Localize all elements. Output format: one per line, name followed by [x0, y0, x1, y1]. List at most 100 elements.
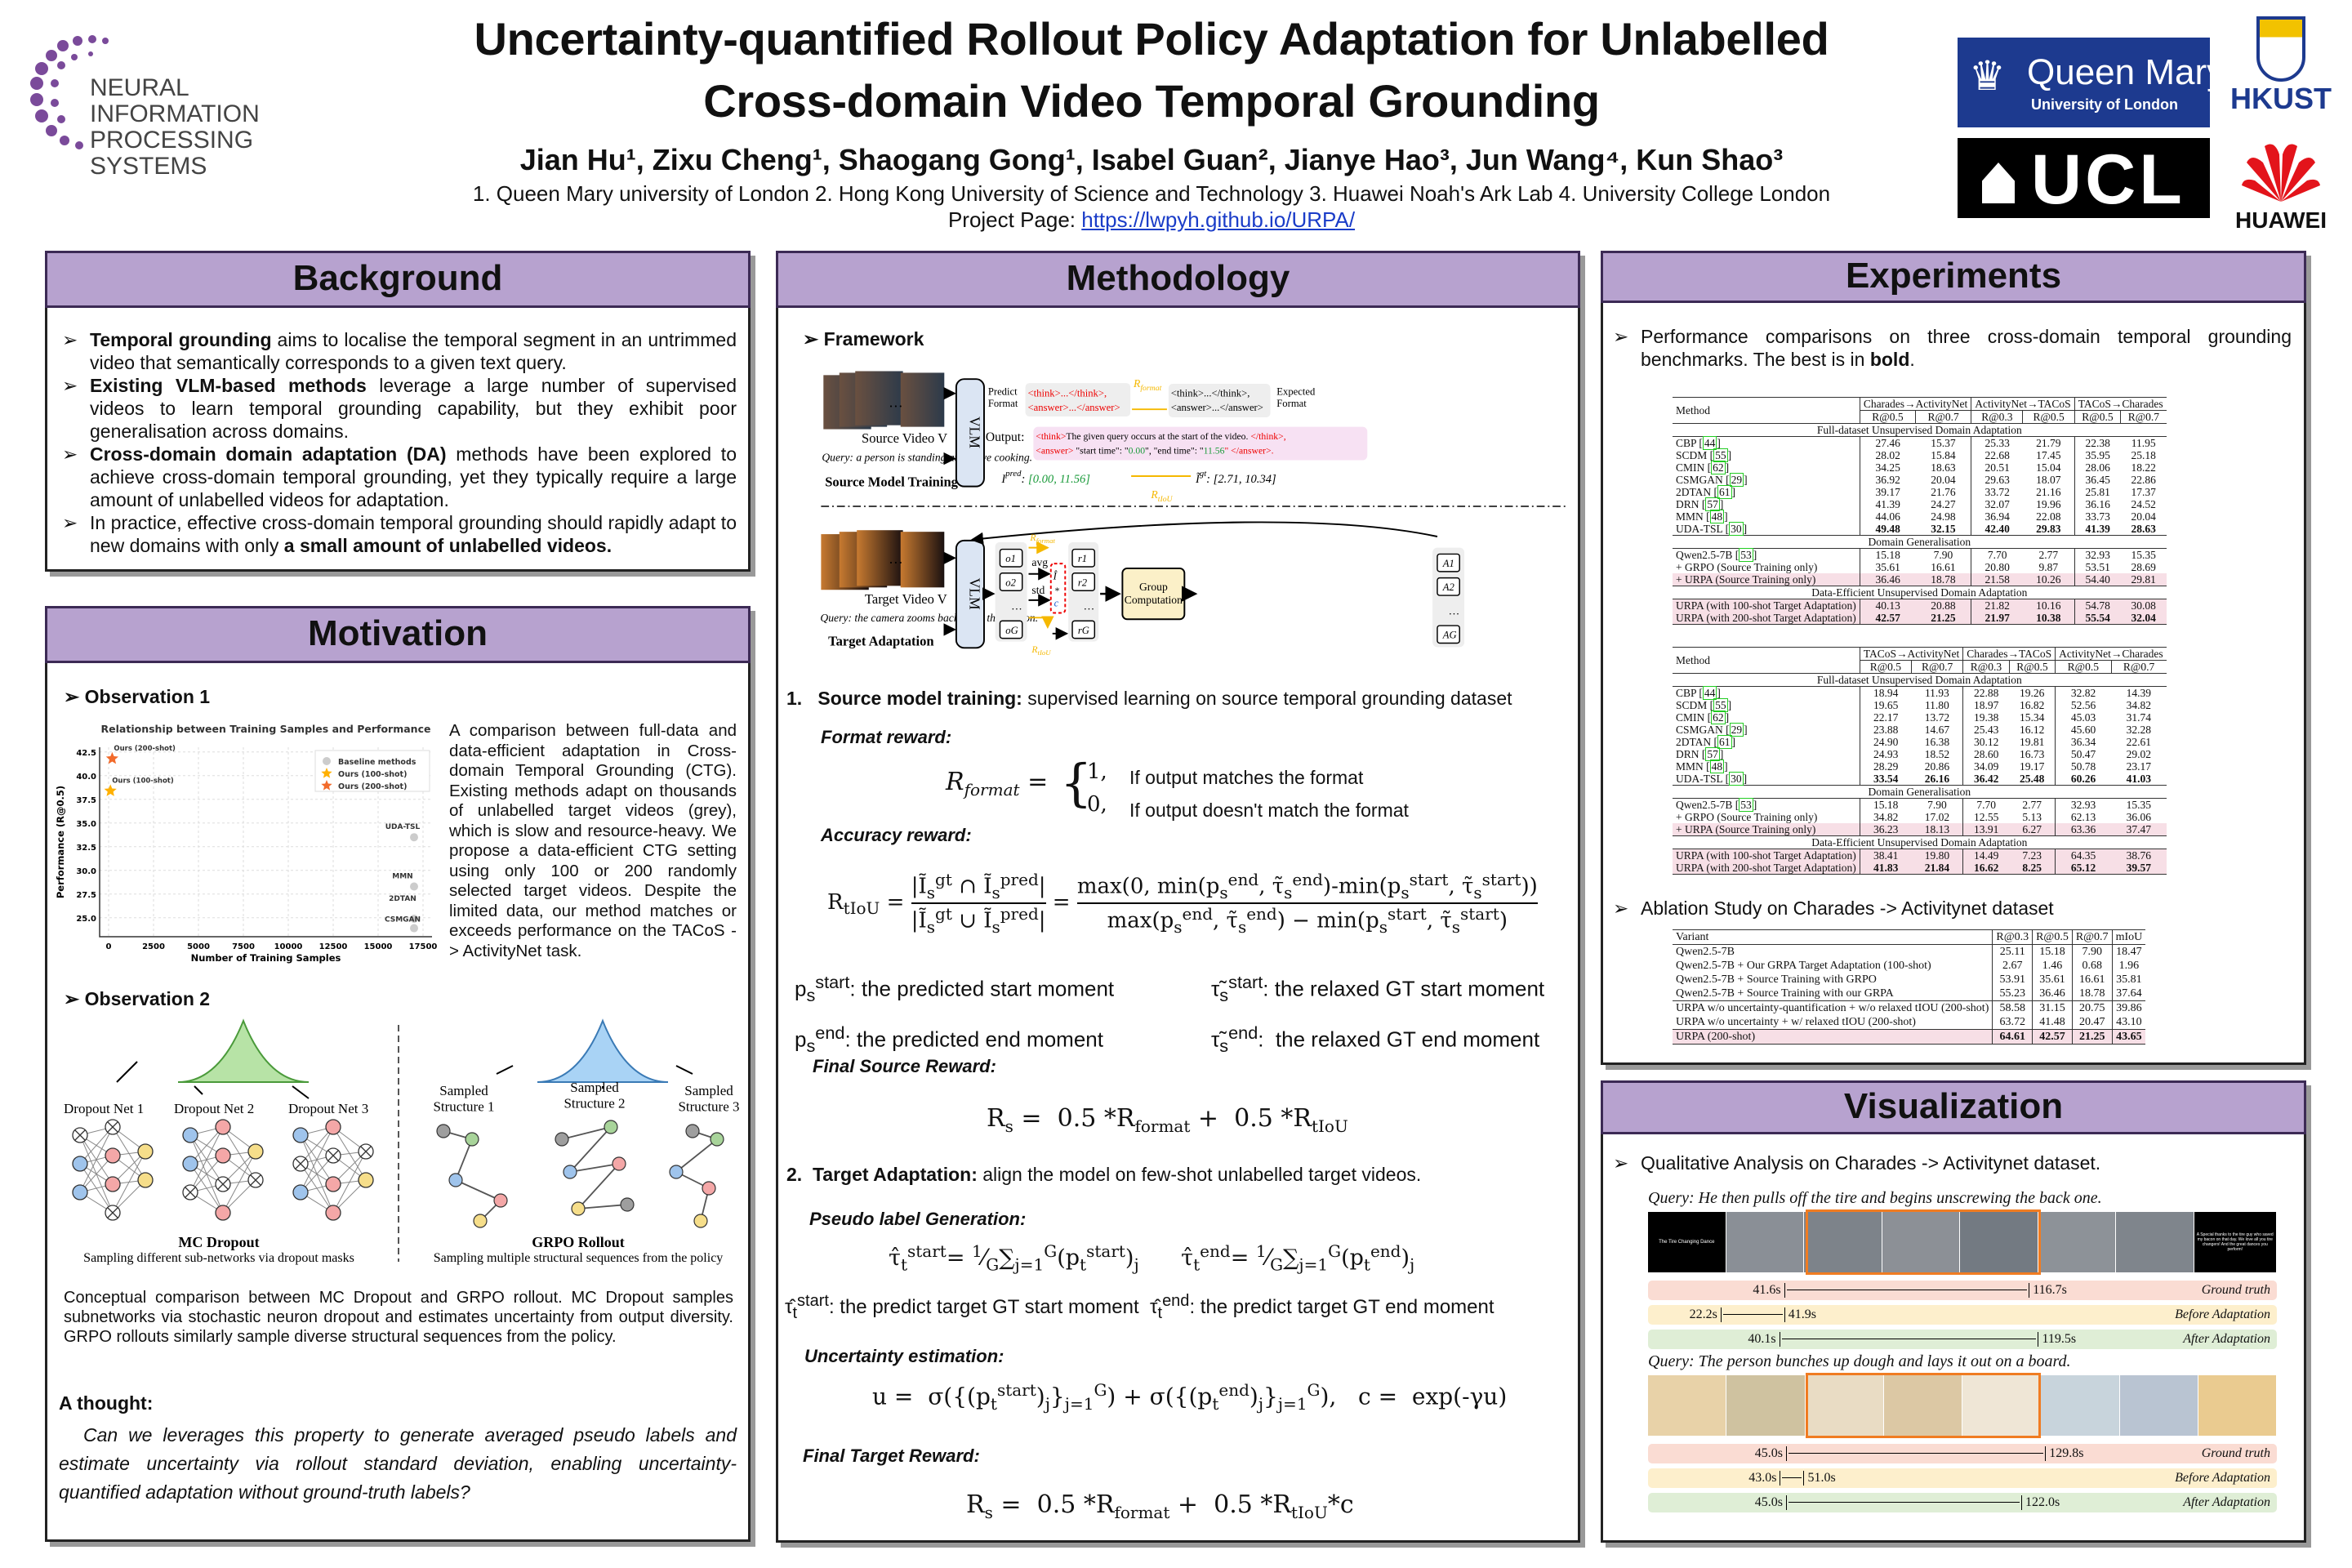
- start-time: 40.1s: [1748, 1332, 1776, 1346]
- value-cell: 15.18: [2032, 944, 2073, 959]
- value-cell: 23.17: [2126, 760, 2151, 773]
- value-cell: 25.81: [2074, 486, 2121, 498]
- section-header: Domain Generalisation: [1673, 785, 2167, 799]
- qm-name: Queen Mary: [2027, 52, 2225, 92]
- svg-text:…: …: [889, 550, 903, 567]
- value-cell: 21.16: [2036, 486, 2061, 498]
- bar-label: After Adaptation: [2183, 1495, 2270, 1509]
- y-axis-label: Performance (R@0.5): [55, 786, 66, 898]
- value-cell: 36.94: [1971, 510, 2023, 523]
- value-cell: 18.07: [2036, 474, 2061, 486]
- table-row: URPA w/o uncertainty-quantification + w/…: [1673, 1000, 2146, 1015]
- affiliations: 1. Queen Mary university of London 2. Ho…: [472, 181, 1831, 206]
- interval-arrow: [1785, 1446, 2047, 1461]
- svg-text:<answer>...</answer>: <answer>...</answer>: [1028, 402, 1120, 413]
- svg-text:Sampling multiple structural s: Sampling multiple structural sequences f…: [434, 1251, 724, 1265]
- table-row: 2DTAN [61] 24.90 16.38 30.12 19.81 36.34 22.61: [1673, 735, 2167, 749]
- method-cell: URPA (with 200-shot Target Adaptation): [1673, 612, 1860, 625]
- structure-node: [436, 1124, 451, 1138]
- section-header: Full-dataset Unsupervised Domain Adaptat…: [1673, 673, 2167, 687]
- chart-title: Relationship between Training Samples an…: [101, 723, 431, 735]
- table-row: + GRPO (Source Training only) 34.82 17.02 1…: [1673, 811, 2167, 823]
- svg-text:VLM: VLM: [966, 578, 982, 610]
- value-cell: 42.57: [1859, 612, 1916, 625]
- interval-arrow: [1720, 1307, 1785, 1322]
- accuracy-reward-heading: Accuracy reward:: [821, 825, 972, 845]
- structure-node: [685, 1124, 700, 1138]
- method-cell: + GRPO (Source Training only): [1676, 811, 1818, 823]
- value-cell: 15.18: [1859, 798, 1912, 811]
- legend-marker: [321, 768, 332, 778]
- table-row: CMIN [62] 22.17 13.72 19.38 15.34 45.03 31.74: [1673, 710, 2167, 724]
- table-row: DRN [57] 41.39 24.27 32.07 19.96 36.16 24.52: [1673, 497, 2167, 511]
- value-cell: 20.51: [1971, 461, 2023, 474]
- value-cell: 25.48: [2019, 773, 2045, 785]
- queen-mary-logo: ♛ Queen Mary University of London: [1958, 38, 2225, 127]
- value-cell: 33.54: [1859, 773, 1912, 786]
- svg-text:RtIoU: RtIoU: [1031, 644, 1051, 657]
- value-cell: 62.13: [2055, 811, 2111, 823]
- value-cell: 19.65: [1859, 699, 1912, 711]
- value-cell: 15.35: [2131, 549, 2156, 561]
- point-label: 2DTAN: [389, 895, 416, 903]
- x-tick-label: 2500: [142, 942, 165, 951]
- neurips-line2: PROCESSING SYSTEMS: [90, 127, 254, 180]
- dropout-net-label: Dropout Net 1: [64, 1101, 144, 1116]
- ablation-header: R@0.7: [2071, 929, 2113, 945]
- svg-text:r1: r1: [1078, 553, 1087, 564]
- prediction-definitions: psstart: the predicted start moment psen…: [795, 972, 1115, 1056]
- table-row: URPA (with 100-shot Target Adaptation) 40…: [1673, 599, 2167, 612]
- svg-text:GRPO Rollout: GRPO Rollout: [532, 1234, 625, 1250]
- observation-2-caption: Conceptual comparison between MC Dropout…: [64, 1289, 733, 1346]
- experiments-bullet: Performance comparisons on three cross-d…: [1610, 325, 2292, 371]
- value-cell: 19.26: [2019, 687, 2045, 699]
- value-cell: 20.86: [1924, 760, 1950, 773]
- end-time: 119.5s: [2042, 1332, 2077, 1346]
- predict-format-label: Predict Format: [988, 386, 1018, 410]
- variant-cell: URPA w/o uncertainty + w/ relaxed tIOU (…: [1676, 1016, 1916, 1028]
- table-row: URPA (200-shot) 64.61 42.57 21.25 43.65: [1673, 1029, 2146, 1045]
- value-cell: 41.39: [2074, 523, 2121, 536]
- method-cell: CMIN [62]: [1676, 461, 1730, 474]
- crown-icon: ♛: [1969, 53, 2006, 99]
- svg-text:oG: oG: [1005, 625, 1018, 636]
- value-cell: 36.42: [1962, 773, 2010, 786]
- bar-label: After Adaptation: [2183, 1332, 2270, 1346]
- source-video-label: Source Video V: [862, 430, 947, 446]
- value-cell: 21.76: [1931, 486, 1956, 498]
- project-link[interactable]: https://lwpyh.github.io/URPA/: [1081, 207, 1356, 232]
- title-line2: Cross-domain Video Temporal Grounding: [703, 75, 1600, 127]
- sampled-structure-label: Sampled Structure 1: [433, 1083, 494, 1115]
- format-case-texts: If output matches the format If output do…: [1129, 767, 1409, 821]
- value-cell: 24.52: [2131, 498, 2156, 510]
- qm-sub: University of London: [2031, 96, 2178, 113]
- video-frame: [2038, 1212, 2116, 1272]
- experiments-panel: Experiments Performance comparisons on t…: [1601, 251, 2306, 1065]
- timeline-bar: 41.6s 116.7s Ground truth: [1648, 1281, 2277, 1300]
- motivation-panel: Motivation Observation 1 Relationship be…: [45, 606, 751, 1542]
- metric-header: R@0.5: [2055, 660, 2111, 674]
- value-cell: 9.87: [2038, 561, 2059, 573]
- value-cell: 10.16: [2022, 599, 2075, 612]
- legend-label: Ours (200-shot): [338, 782, 407, 791]
- neuron: [72, 1156, 88, 1172]
- table-row: Qwen2.5-7B [53] 15.18 7.90 7.70 2.77 32.93 15.…: [1673, 548, 2167, 562]
- neurips-dots-icon: [30, 35, 109, 149]
- scatter-chart: Relationship between Training Samples an…: [55, 723, 437, 964]
- visualization-header: Visualization: [1601, 1080, 2306, 1134]
- value-cell: 29.81: [2120, 573, 2167, 586]
- value-cell: 30.08: [2120, 599, 2167, 612]
- timeline-bar: 45.0s 129.8s Ground truth: [1648, 1444, 2277, 1463]
- method-cell: URPA (with 100-shot Target Adaptation): [1673, 599, 1860, 612]
- value-cell: 29.63: [1971, 474, 2023, 486]
- background-item: In practice, effective cross-domain temp…: [59, 511, 737, 557]
- value-cell: 15.37: [1931, 437, 1956, 449]
- svg-text:MC Dropout: MC Dropout: [178, 1234, 259, 1250]
- svg-text:std: std: [1031, 584, 1045, 596]
- metric-header: R@0.7: [1911, 660, 1963, 674]
- dropout-net-label: Dropout Net 3: [288, 1101, 368, 1116]
- svg-text:<think>...</think>,: <think>...</think>,: [1171, 388, 1250, 399]
- svg-text:Rformat: Rformat: [1029, 532, 1055, 545]
- group-header: TACoS→ActivityNet: [1859, 647, 1963, 661]
- mc-dropout-vs-grpo-diagram: Dropout Net 1 Dropout Net 2 Dropout Net …: [64, 1018, 740, 1265]
